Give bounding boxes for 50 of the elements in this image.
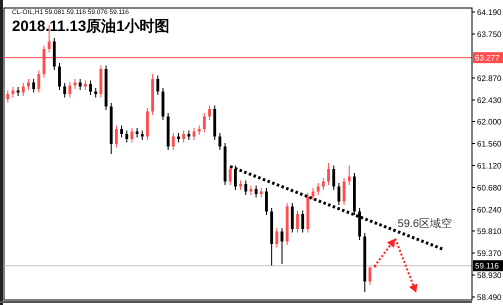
y-tick-label: 60.240 <box>477 205 502 214</box>
y-tick-label: 64.190 <box>477 8 502 17</box>
candlestick <box>265 188 268 216</box>
ref-line-label: 63.277 <box>475 53 500 62</box>
candlestick <box>68 82 72 98</box>
candlestick <box>120 125 124 138</box>
y-tick-label: 60.680 <box>477 183 502 192</box>
text: 2018.11.13原油1小时图 <box>12 18 170 35</box>
candlestick <box>182 130 186 143</box>
y-tick-label: 62.000 <box>477 117 502 126</box>
candlestick <box>337 182 340 206</box>
y-tick-label: 61.120 <box>477 161 502 170</box>
y-tick-label: 62.430 <box>477 96 502 105</box>
y-tick-label: 63.750 <box>477 30 502 39</box>
candlestick <box>12 86 14 98</box>
candlestick <box>322 178 325 190</box>
candlestick <box>254 185 258 198</box>
candlestick <box>202 112 206 133</box>
candlestick <box>58 62 61 90</box>
candlestick <box>89 80 92 96</box>
candlestick <box>192 128 196 140</box>
annotation: 59.6区域空 <box>398 217 452 230</box>
candlestick <box>342 178 346 206</box>
candlestick <box>218 132 222 150</box>
candlestick <box>114 125 118 148</box>
candlestick <box>239 180 242 190</box>
candlestick <box>250 185 252 196</box>
y-tick-label: 59.370 <box>477 248 502 258</box>
candlestick <box>187 130 190 140</box>
candlestick <box>280 228 284 264</box>
candlestick <box>327 162 330 186</box>
candlestick <box>208 105 211 120</box>
candlestick <box>312 188 314 200</box>
y-tick-label: 58.490 <box>477 292 502 302</box>
candlestick <box>177 132 180 143</box>
candlestick <box>74 78 76 90</box>
candlestick <box>296 210 299 233</box>
y-tick-label: 61.560 <box>477 139 502 148</box>
candlestick <box>27 78 30 90</box>
candlestick <box>84 80 87 90</box>
candlestick <box>290 202 294 233</box>
candlestick <box>63 82 66 98</box>
ref-line-label: 59.116 <box>475 262 500 270</box>
y-tick-label: 58.930 <box>477 270 502 280</box>
candlestick <box>136 128 139 138</box>
candlestick <box>32 78 36 93</box>
candlestick <box>368 266 372 286</box>
y-tick-label: 62.870 <box>477 74 502 83</box>
y-tick-label: 59.810 <box>477 226 502 236</box>
candlestick <box>130 128 134 143</box>
